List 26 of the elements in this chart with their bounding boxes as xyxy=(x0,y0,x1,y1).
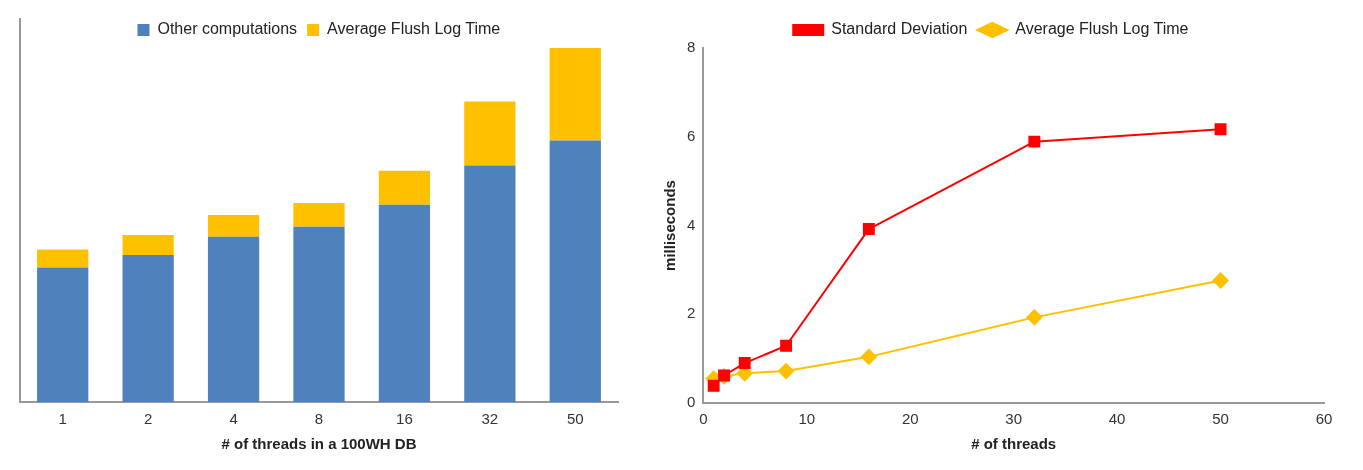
x-tick-label: 4 xyxy=(229,410,238,428)
y-tick-label: 0 xyxy=(687,393,696,411)
x-tick-label: 50 xyxy=(566,410,584,428)
x-tick-label: 1 xyxy=(58,410,67,428)
x-axis-title: # of threads xyxy=(971,435,1057,453)
legend-label: Other computations xyxy=(157,20,298,38)
x-tick-label: 60 xyxy=(1315,410,1333,428)
x-tick-label: 0 xyxy=(699,410,708,428)
x-tick-label: 50 xyxy=(1212,410,1229,428)
y-axis-title: milliseconds xyxy=(661,180,679,271)
x-tick-label: 16 xyxy=(396,410,413,428)
legend-label: Standard Deviation xyxy=(831,20,968,38)
legend-label: Average Flush Log Time xyxy=(1015,20,1189,38)
x-tick-label: 8 xyxy=(314,410,324,428)
y-tick-label: 6 xyxy=(687,126,696,144)
x-tick-label: 40 xyxy=(1108,410,1126,428)
legend-label: Average Flush Log Time xyxy=(327,20,501,38)
x-tick-label: 2 xyxy=(143,410,153,428)
y-tick-label: 8 xyxy=(687,38,696,56)
x-axis-title: # of threads in a 100WH DB xyxy=(221,435,417,453)
x-tick-label: 10 xyxy=(798,410,816,428)
x-tick-label: 30 xyxy=(1005,410,1023,428)
y-tick-label: 2 xyxy=(687,304,696,322)
x-tick-label: 32 xyxy=(481,410,499,428)
x-tick-label: 20 xyxy=(901,410,919,428)
y-tick-label: 4 xyxy=(687,215,696,233)
